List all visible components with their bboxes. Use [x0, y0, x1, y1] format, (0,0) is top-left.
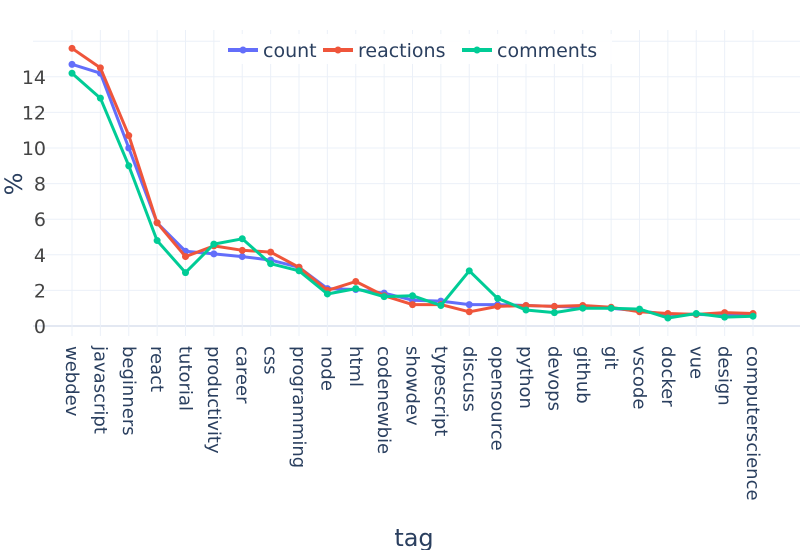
data-point — [238, 253, 246, 261]
x-tick-label: showdev — [402, 346, 423, 426]
x-tick-label: git — [600, 346, 621, 369]
data-point — [153, 219, 161, 227]
data-point — [494, 294, 502, 302]
legend-item-comments: comments — [462, 40, 597, 62]
data-point — [579, 304, 587, 312]
data-point — [550, 302, 558, 310]
data-point — [352, 285, 360, 293]
data-point — [295, 267, 303, 275]
y-axis-ticks: 0 2 4 6 8 10 12 14 — [22, 67, 46, 338]
y-tick-label: 0 — [34, 316, 46, 338]
data-point — [749, 312, 757, 320]
x-tick-label: opensource — [487, 346, 508, 451]
legend-item-count: count — [228, 40, 317, 62]
y-tick-label: 8 — [34, 174, 46, 196]
legend: count reactions comments — [220, 34, 612, 64]
legend-item-reactions: reactions — [323, 40, 445, 62]
x-axis-title: tag — [394, 524, 433, 550]
data-point — [323, 290, 331, 298]
series-lines — [68, 44, 757, 322]
data-point — [68, 60, 76, 68]
y-axis-title: % — [0, 173, 28, 196]
x-tick-label: react — [146, 346, 167, 392]
x-tick-label: career — [231, 346, 252, 404]
data-point — [125, 132, 133, 140]
x-tick-label: productivity — [203, 346, 224, 454]
data-point — [238, 235, 246, 243]
x-tick-label: python — [515, 346, 536, 409]
data-point — [437, 302, 445, 310]
x-tick-label: vue — [685, 346, 706, 379]
data-point — [607, 304, 615, 312]
x-tick-label: github — [572, 346, 593, 404]
y-tick-label: 12 — [22, 102, 46, 124]
x-tick-label: typescript — [430, 346, 451, 436]
y-tick-label: 10 — [22, 138, 46, 160]
data-point — [267, 248, 275, 256]
x-tick-label: vscode — [629, 346, 650, 409]
x-tick-label: tutorial — [175, 346, 196, 411]
data-point — [210, 250, 218, 258]
legend-marker-icon — [334, 46, 342, 54]
data-point — [550, 309, 558, 317]
y-tick-label: 14 — [22, 67, 46, 89]
data-point — [409, 292, 416, 300]
data-point — [238, 246, 246, 254]
data-point — [182, 253, 189, 261]
data-point — [125, 162, 133, 170]
data-point — [465, 308, 473, 316]
y-tick-label: 4 — [34, 245, 46, 267]
data-point — [182, 269, 189, 277]
x-tick-label: design — [714, 346, 735, 406]
x-tick-label: codenewbie — [373, 346, 394, 454]
data-point — [68, 44, 76, 52]
legend-background — [220, 34, 612, 64]
data-point — [664, 314, 672, 322]
legend-label: reactions — [358, 40, 445, 62]
data-point — [465, 267, 473, 275]
data-point — [96, 94, 104, 102]
data-point — [153, 237, 161, 245]
legend-label: count — [263, 40, 317, 62]
data-point — [210, 240, 218, 248]
y-tick-label: 2 — [34, 280, 46, 302]
x-tick-label: webdev — [61, 346, 82, 417]
legend-marker-icon — [239, 46, 247, 54]
series-comments — [68, 69, 757, 322]
data-point — [522, 306, 530, 314]
x-tick-label: docker — [657, 346, 678, 407]
data-point — [721, 313, 729, 321]
data-point — [267, 260, 275, 268]
data-point — [636, 305, 643, 313]
data-point — [68, 69, 76, 77]
legend-marker-icon — [473, 46, 481, 54]
data-point — [96, 64, 104, 72]
data-point — [125, 144, 133, 152]
data-point — [352, 278, 360, 285]
data-point — [409, 301, 416, 309]
data-point — [380, 293, 388, 301]
x-tick-label: discuss — [458, 346, 479, 412]
data-point — [692, 310, 700, 318]
x-tick-label: html — [345, 346, 366, 387]
x-tick-label: devops — [543, 346, 564, 411]
x-tick-label: node — [316, 346, 337, 391]
x-tick-label: javascript — [89, 345, 110, 434]
grid-lines — [33, 30, 800, 336]
x-tick-label: css — [260, 346, 281, 375]
data-point — [465, 301, 473, 309]
data-point — [494, 302, 502, 310]
x-tick-label: programming — [288, 346, 309, 468]
y-tick-label: 6 — [34, 209, 46, 231]
legend-label: comments — [497, 40, 597, 62]
x-tick-label: computerscience — [742, 346, 763, 501]
x-tick-label: beginners — [118, 346, 139, 436]
x-axis-ticks: webdev javascript beginners react tutorial pr… — [61, 345, 763, 501]
